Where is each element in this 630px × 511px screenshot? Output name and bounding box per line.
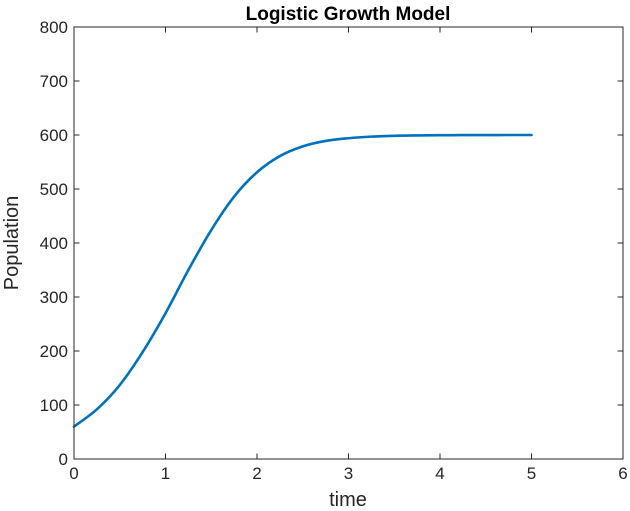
x-ticks: 0 1 2 3 4 5 6 (69, 27, 628, 483)
y-axis-label: Population (1, 196, 23, 291)
y-tick-label: 700 (40, 72, 68, 91)
series-layer (72, 133, 533, 428)
x-tick-label: 1 (161, 464, 170, 483)
y-tick-label: 0 (59, 450, 68, 469)
y-ticks: 0 100 200 300 400 500 600 700 800 (40, 18, 623, 469)
y-tick-label: 800 (40, 18, 68, 37)
y-tick-label: 500 (40, 180, 68, 199)
x-tick-label: 4 (435, 464, 444, 483)
chart-title: Logistic Growth Model (246, 4, 451, 25)
population-series-line (72, 133, 533, 428)
y-tick-label: 300 (40, 288, 68, 307)
x-tick-label: 6 (618, 464, 627, 483)
y-tick-label: 400 (40, 234, 68, 253)
plot-frame (73, 26, 624, 460)
y-tick-label: 100 (40, 396, 68, 415)
x-tick-label: 0 (69, 464, 78, 483)
y-tick-label: 200 (40, 342, 68, 361)
x-axis-label: time (329, 489, 367, 511)
y-tick-label: 600 (40, 126, 68, 145)
x-tick-label: 2 (252, 464, 261, 483)
plot-background (74, 27, 623, 459)
x-tick-label: 3 (344, 464, 353, 483)
x-tick-label: 5 (527, 464, 536, 483)
